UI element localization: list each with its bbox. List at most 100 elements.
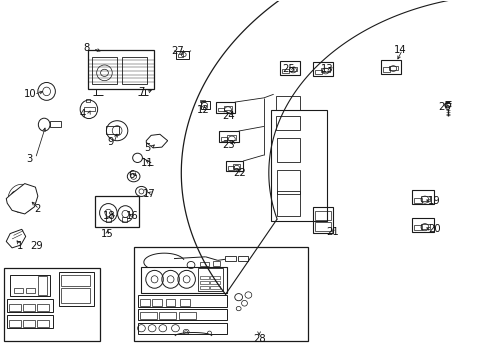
Bar [10, 275, 50, 296]
Bar [165, 298, 175, 306]
Polygon shape [6, 184, 38, 214]
Bar [59, 272, 94, 306]
Bar [321, 68, 329, 72]
Bar [225, 161, 243, 171]
Text: 26: 26 [438, 102, 450, 112]
Bar [122, 58, 147, 84]
Bar [137, 309, 227, 320]
Text: 29: 29 [30, 241, 42, 251]
Bar [277, 170, 300, 194]
Polygon shape [146, 134, 167, 148]
Bar [382, 67, 389, 72]
Bar [61, 288, 90, 303]
Bar [276, 96, 300, 111]
Text: 20: 20 [427, 224, 440, 234]
Bar [420, 224, 429, 229]
Bar [140, 312, 157, 319]
Text: 14: 14 [393, 45, 406, 55]
Bar [92, 58, 117, 84]
Text: 25: 25 [281, 64, 294, 74]
Bar [14, 288, 23, 293]
Bar [95, 196, 139, 227]
Bar [179, 312, 196, 319]
Bar [137, 296, 227, 307]
Text: 10: 10 [24, 89, 37, 99]
Text: 7: 7 [138, 87, 144, 98]
Bar [314, 222, 330, 231]
Bar [178, 54, 183, 57]
Text: 27: 27 [171, 46, 183, 56]
Bar [200, 100, 204, 102]
Bar [152, 298, 162, 306]
Bar [201, 101, 210, 109]
Bar [210, 286, 220, 289]
Bar [180, 298, 190, 306]
Bar [88, 50, 153, 89]
Bar [37, 304, 49, 311]
Bar [210, 281, 220, 284]
Bar [50, 121, 61, 127]
Bar [227, 166, 233, 170]
Bar [140, 298, 149, 306]
Bar [23, 320, 35, 327]
Bar [312, 62, 332, 76]
Text: 18: 18 [103, 211, 115, 221]
Text: 24: 24 [222, 111, 235, 121]
Bar [413, 198, 421, 203]
Bar [84, 107, 95, 111]
Bar [9, 320, 21, 327]
Bar [133, 247, 307, 341]
Bar [200, 276, 209, 279]
Polygon shape [6, 229, 26, 248]
Bar [200, 281, 209, 284]
Text: 6: 6 [128, 170, 135, 180]
Text: 13: 13 [320, 64, 333, 74]
Text: 8: 8 [83, 43, 89, 53]
Bar [106, 217, 111, 222]
Bar [141, 267, 226, 293]
Bar [312, 207, 332, 233]
Bar [176, 51, 188, 59]
Text: 1: 1 [17, 241, 23, 251]
Bar [86, 99, 90, 102]
Text: 5: 5 [144, 143, 150, 153]
Bar [38, 276, 46, 295]
Bar [288, 67, 297, 71]
Text: 17: 17 [143, 189, 156, 199]
Bar [218, 108, 224, 111]
Text: 3: 3 [26, 154, 33, 163]
Bar [219, 131, 238, 143]
Text: 2: 2 [35, 203, 41, 213]
Bar [7, 315, 53, 328]
Text: 21: 21 [326, 227, 339, 237]
Bar [224, 106, 231, 111]
Bar [200, 262, 208, 266]
Text: 16: 16 [126, 211, 139, 221]
Bar [277, 192, 300, 216]
Text: 28: 28 [252, 334, 265, 344]
Bar [271, 111, 326, 221]
Bar [413, 225, 421, 230]
Bar [221, 138, 227, 141]
Bar [122, 217, 126, 222]
Text: 12: 12 [196, 105, 209, 115]
Text: 9: 9 [107, 138, 114, 148]
Bar [137, 323, 227, 334]
Bar [314, 69, 321, 74]
Bar [23, 304, 35, 311]
Bar [37, 320, 49, 327]
Text: 11: 11 [141, 158, 153, 168]
Bar [26, 288, 35, 293]
Bar [411, 190, 433, 204]
Bar [9, 304, 21, 311]
Bar [411, 217, 433, 232]
Bar [159, 312, 176, 319]
Bar [280, 61, 300, 75]
Bar [277, 138, 300, 162]
Text: 23: 23 [222, 140, 235, 150]
Bar [61, 275, 90, 287]
Bar [216, 102, 234, 113]
Text: 4: 4 [80, 109, 86, 119]
Bar [232, 164, 239, 168]
Bar [212, 261, 220, 266]
